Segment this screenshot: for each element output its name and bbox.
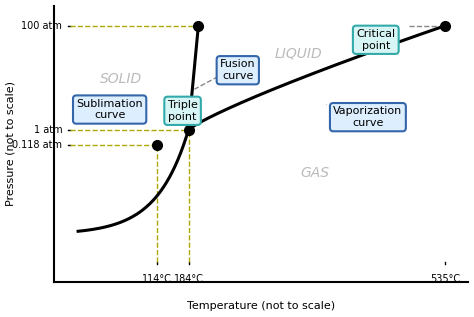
- X-axis label: Temperature (not to scale): Temperature (not to scale): [187, 301, 336, 311]
- Text: GAS: GAS: [300, 166, 329, 180]
- Text: 114°C: 114°C: [142, 275, 172, 284]
- Text: SOLID: SOLID: [100, 72, 143, 86]
- Text: Critical
point: Critical point: [356, 29, 395, 51]
- Text: 100 atm: 100 atm: [21, 21, 62, 31]
- Text: 184°C: 184°C: [173, 275, 203, 284]
- Text: 1 atm: 1 atm: [34, 125, 62, 135]
- Text: 0.118 atm: 0.118 atm: [12, 140, 62, 150]
- Text: Triple
point: Triple point: [168, 100, 198, 122]
- Text: Fusion
curve: Fusion curve: [220, 59, 255, 81]
- Text: Vaporization
curve: Vaporization curve: [333, 106, 402, 128]
- Text: LIQUID: LIQUID: [275, 47, 323, 61]
- Text: Sublimation
curve: Sublimation curve: [76, 99, 143, 120]
- Text: 535°C: 535°C: [430, 275, 460, 284]
- Y-axis label: Pressure (not to scale): Pressure (not to scale): [6, 81, 16, 206]
